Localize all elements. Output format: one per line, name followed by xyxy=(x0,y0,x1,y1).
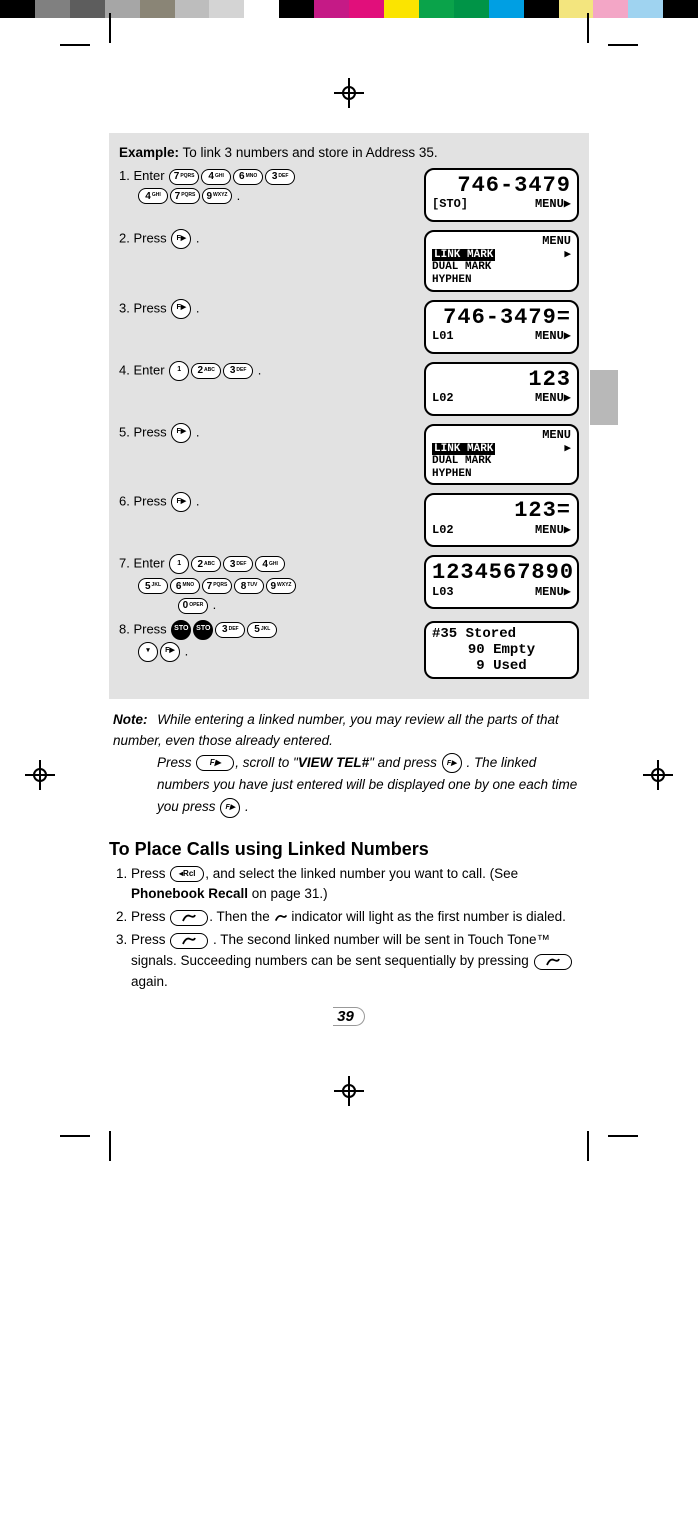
keypad-key: 5JKL xyxy=(138,578,168,594)
keypad-key: 2ABC xyxy=(191,363,221,379)
send-key-icon xyxy=(170,933,208,949)
keypad-key: 7PQRS xyxy=(202,578,232,594)
keypad-key: 6MNO xyxy=(233,169,263,185)
example-step: 8. Press STOSTO3DEF5JKL▾F▶ .#35 Stored90… xyxy=(119,619,579,681)
section-heading: To Place Calls using Linked Numbers xyxy=(109,839,589,860)
instruction-list: Press ◂Rcl, and select the linked number… xyxy=(109,864,589,994)
keypad-key: F▶ xyxy=(171,299,191,319)
instruction-item: Press ◂Rcl, and select the linked number… xyxy=(131,864,589,906)
note-line1: While entering a linked number, you may … xyxy=(113,712,559,749)
keypad-key: 2ABC xyxy=(191,556,221,572)
note-block: Note: While entering a linked number, yo… xyxy=(109,699,589,829)
lcd-screen: 746-3479[STO]MENU▶ xyxy=(424,168,579,222)
f-key-icon: F▶ xyxy=(442,753,462,773)
keypad-key: F▶ xyxy=(171,229,191,249)
example-step: 3. Press F▶ .746-3479=L01MENU▶ xyxy=(119,298,579,356)
lcd-screen: MENULINK MARK ▶DUAL MARKHYPHEN xyxy=(424,424,579,486)
example-step: 6. Press F▶ .123=L02MENU▶ xyxy=(119,491,579,549)
keypad-key: ▾ xyxy=(138,642,158,662)
keypad-key: F▶ xyxy=(171,423,191,443)
send-key-icon xyxy=(170,910,208,926)
page-number: 39 xyxy=(109,1007,589,1026)
keypad-key: 4GHI xyxy=(138,188,168,204)
keypad-key: 3DEF xyxy=(223,363,253,379)
rcl-key-icon: ◂Rcl xyxy=(170,866,204,882)
f-key-icon: F▶ xyxy=(196,755,234,771)
example-step: 2. Press F▶ .MENULINK MARK ▶DUAL MARKHYP… xyxy=(119,228,579,294)
example-title: Example: To link 3 numbers and store in … xyxy=(119,145,579,160)
lcd-screen: #35 Stored90 Empty9 Used xyxy=(424,621,579,679)
instruction-item: Press . Then the indicator will light as… xyxy=(131,907,589,928)
keypad-key: 3DEF xyxy=(223,556,253,572)
f-key-icon: F▶ xyxy=(220,798,240,818)
example-box: Example: To link 3 numbers and store in … xyxy=(109,133,589,699)
example-step: 1. Enter 7PQRS4GHI6MNO3DEF4GHI7PQRS9WXYZ… xyxy=(119,166,579,224)
keypad-key: 5JKL xyxy=(247,622,277,638)
lcd-screen: 123L02MENU▶ xyxy=(424,362,579,416)
keypad-key: 9WXYZ xyxy=(202,188,232,204)
registration-bottom xyxy=(0,1056,698,1121)
keypad-key: 3DEF xyxy=(215,622,245,638)
keypad-key: 3DEF xyxy=(265,169,295,185)
example-step: 5. Press F▶ .MENULINK MARK ▶DUAL MARKHYP… xyxy=(119,422,579,488)
note-line2: Press F▶, scroll to "VIEW TEL#" and pres… xyxy=(157,752,585,818)
keypad-key: F▶ xyxy=(160,642,180,662)
crop-marks-top xyxy=(0,18,698,58)
instruction-item: Press . The second linked number will be… xyxy=(131,930,589,993)
crop-marks-bottom xyxy=(0,1121,698,1161)
keypad-key: 4GHI xyxy=(201,169,231,185)
lcd-screen: MENULINK MARK ▶DUAL MARKHYPHEN xyxy=(424,230,579,292)
keypad-key: 6MNO xyxy=(170,578,200,594)
lcd-screen: 746-3479=L01MENU▶ xyxy=(424,300,579,354)
keypad-key: 1 xyxy=(169,361,189,381)
registration-top xyxy=(0,58,698,123)
keypad-key: 4GHI xyxy=(255,556,285,572)
registration-right xyxy=(643,760,673,795)
keypad-key: 8TUV xyxy=(234,578,264,594)
thumb-tab xyxy=(590,370,618,425)
send-key-icon xyxy=(534,954,572,970)
keypad-key: 9WXYZ xyxy=(266,578,296,594)
lcd-screen: 123=L02MENU▶ xyxy=(424,493,579,547)
lcd-screen: 1234567890L03MENU▶ xyxy=(424,555,579,609)
keypad-key: F▶ xyxy=(171,492,191,512)
keypad-key: 7PQRS xyxy=(169,169,199,185)
registration-left xyxy=(25,760,55,795)
keypad-key: STO xyxy=(193,620,213,640)
keypad-key: 1 xyxy=(169,554,189,574)
note-label: Note: xyxy=(113,712,148,727)
keypad-key: 0OPER xyxy=(178,598,208,614)
phone-indicator-icon xyxy=(274,909,288,924)
keypad-key: 7PQRS xyxy=(170,188,200,204)
keypad-key: STO xyxy=(171,620,191,640)
example-step: 7. Enter 12ABC3DEF4GHI5JKL6MNO7PQRS8TUV9… xyxy=(119,553,579,614)
example-step: 4. Enter 12ABC3DEF .123L02MENU▶ xyxy=(119,360,579,418)
page-content: Example: To link 3 numbers and store in … xyxy=(109,123,589,1056)
